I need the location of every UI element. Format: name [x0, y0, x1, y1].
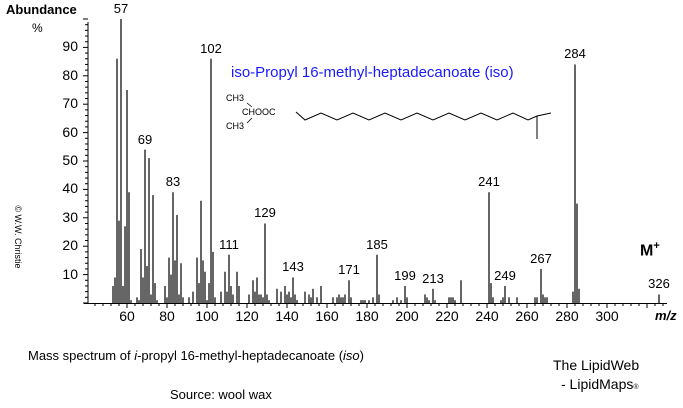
peak-label: 241 — [478, 174, 500, 190]
y-tick-label: 20 — [62, 237, 78, 254]
figure-caption: Mass spectrum of i-propyl 16-methyl-hept… — [28, 348, 365, 363]
peak-label: 57 — [113, 1, 129, 16]
chemical-structure: CH3 CHOOC CH3 — [226, 93, 552, 139]
y-axis-title: Abundance — [6, 2, 77, 17]
structure-ch3-top: CH3 — [226, 93, 244, 103]
x-tick-label: 200 — [395, 308, 419, 324]
axes — [83, 18, 667, 308]
x-tick-label: 180 — [355, 308, 379, 324]
source-text: Source: wool wax — [170, 387, 272, 402]
peak-label: 83 — [165, 174, 181, 190]
y-tick-label: 70 — [62, 95, 78, 112]
structure-chain — [295, 111, 552, 121]
y-axis-unit: % — [32, 21, 43, 35]
peak-label: 185 — [366, 236, 388, 252]
peak-label: 171 — [338, 262, 360, 278]
peak-label: 213 — [422, 270, 444, 286]
x-axis-title: m/z — [655, 308, 677, 323]
brand-lipidweb: The LipidWeb — [553, 357, 640, 373]
y-tick-label: 10 — [62, 265, 78, 282]
y-tick-label: 90 — [62, 38, 78, 55]
x-tick-label: 260 — [515, 308, 539, 324]
peak-label: 143 — [282, 259, 304, 275]
peak-label: 102 — [200, 40, 222, 56]
x-tick-label: 220 — [435, 308, 459, 324]
x-tick-label: 60 — [119, 308, 135, 324]
x-tick-label: 280 — [555, 308, 579, 324]
structure-ester: CHOOC — [242, 107, 276, 117]
peak-label: 69 — [137, 131, 153, 147]
x-tick-label: 240 — [475, 308, 499, 324]
x-tick-label: 160 — [315, 308, 339, 324]
x-tick-label: 120 — [235, 308, 259, 324]
peak-label: 111 — [219, 236, 239, 252]
molecular-ion-label: M+ — [640, 240, 660, 260]
compound-title: iso-Propyl 16-methyl-heptadecanoate (iso… — [231, 64, 514, 81]
x-tick-label: 100 — [195, 308, 219, 324]
peak-label: 326 — [648, 276, 670, 292]
x-tick-label: 140 — [275, 308, 299, 324]
y-tick-label: 80 — [62, 66, 78, 83]
peak-label: 249 — [494, 267, 516, 283]
x-tick-label: 300 — [595, 308, 619, 324]
copyright-text: © W.W. Christie — [13, 205, 23, 269]
y-tick-label: 30 — [62, 208, 78, 225]
y-tick-label: 50 — [62, 152, 78, 168]
peak-label: 129 — [254, 205, 276, 221]
y-tick-label: 40 — [62, 180, 78, 197]
structure-ch3-bottom: CH3 — [226, 121, 244, 131]
x-tick-label: 80 — [159, 308, 175, 324]
peak-label: 199 — [394, 267, 416, 283]
y-tick-label: 60 — [62, 123, 78, 140]
spectrum-bars — [112, 19, 660, 303]
peak-label: 284 — [564, 46, 586, 62]
peak-label: 267 — [530, 250, 552, 266]
brand-lipidmaps: - LipidMaps® — [561, 376, 639, 392]
